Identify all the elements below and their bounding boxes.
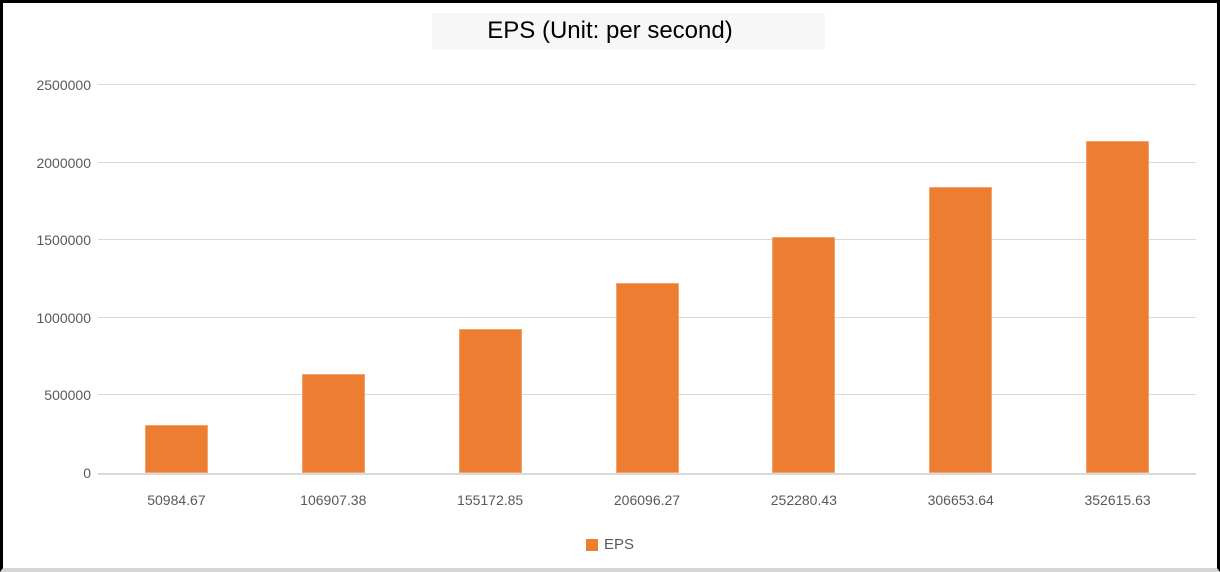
y-tick-label: 2000000 <box>36 154 91 171</box>
y-tick-label: 1000000 <box>36 309 91 326</box>
chart-title: EPS (Unit: per second) <box>487 17 733 44</box>
bar-eps-3 <box>615 282 679 473</box>
plot-area <box>98 84 1196 475</box>
x-tick-label: 352615.63 <box>1084 492 1151 508</box>
y-tick-label: 2500000 <box>36 77 91 93</box>
gridline <box>98 84 1196 85</box>
y-axis: 2500000 2000000 1500000 1000000 500000 0 <box>3 77 91 481</box>
legend-label: EPS <box>603 536 634 553</box>
gridline <box>98 161 1196 163</box>
bar-eps-0 <box>144 424 208 473</box>
x-tick-label: 252280.43 <box>770 492 837 508</box>
bar-eps-4 <box>772 237 836 473</box>
bar-eps-5 <box>929 187 993 473</box>
y-tick-label: 0 <box>83 465 91 481</box>
legend: EPS <box>3 536 1217 553</box>
x-tick-label: 206096.27 <box>613 492 681 508</box>
bar-eps-6 <box>1086 140 1150 473</box>
x-tick-label: 106907.38 <box>300 492 367 508</box>
y-tick-label: 500000 <box>44 387 91 404</box>
bar-eps-2 <box>458 328 522 473</box>
x-axis: 50984.67 106907.38 155172.85 206096.27 25228… <box>98 491 1196 509</box>
y-tick-label: 1500000 <box>36 232 91 249</box>
gridline <box>98 239 1196 241</box>
x-tick-label: 50984.67 <box>147 492 206 508</box>
title-highlight <box>432 13 825 50</box>
x-tick-label: 306653.64 <box>927 492 994 508</box>
legend-swatch-icon <box>585 538 598 551</box>
x-tick-label: 155172.85 <box>457 492 524 508</box>
bar-eps-1 <box>301 374 365 473</box>
